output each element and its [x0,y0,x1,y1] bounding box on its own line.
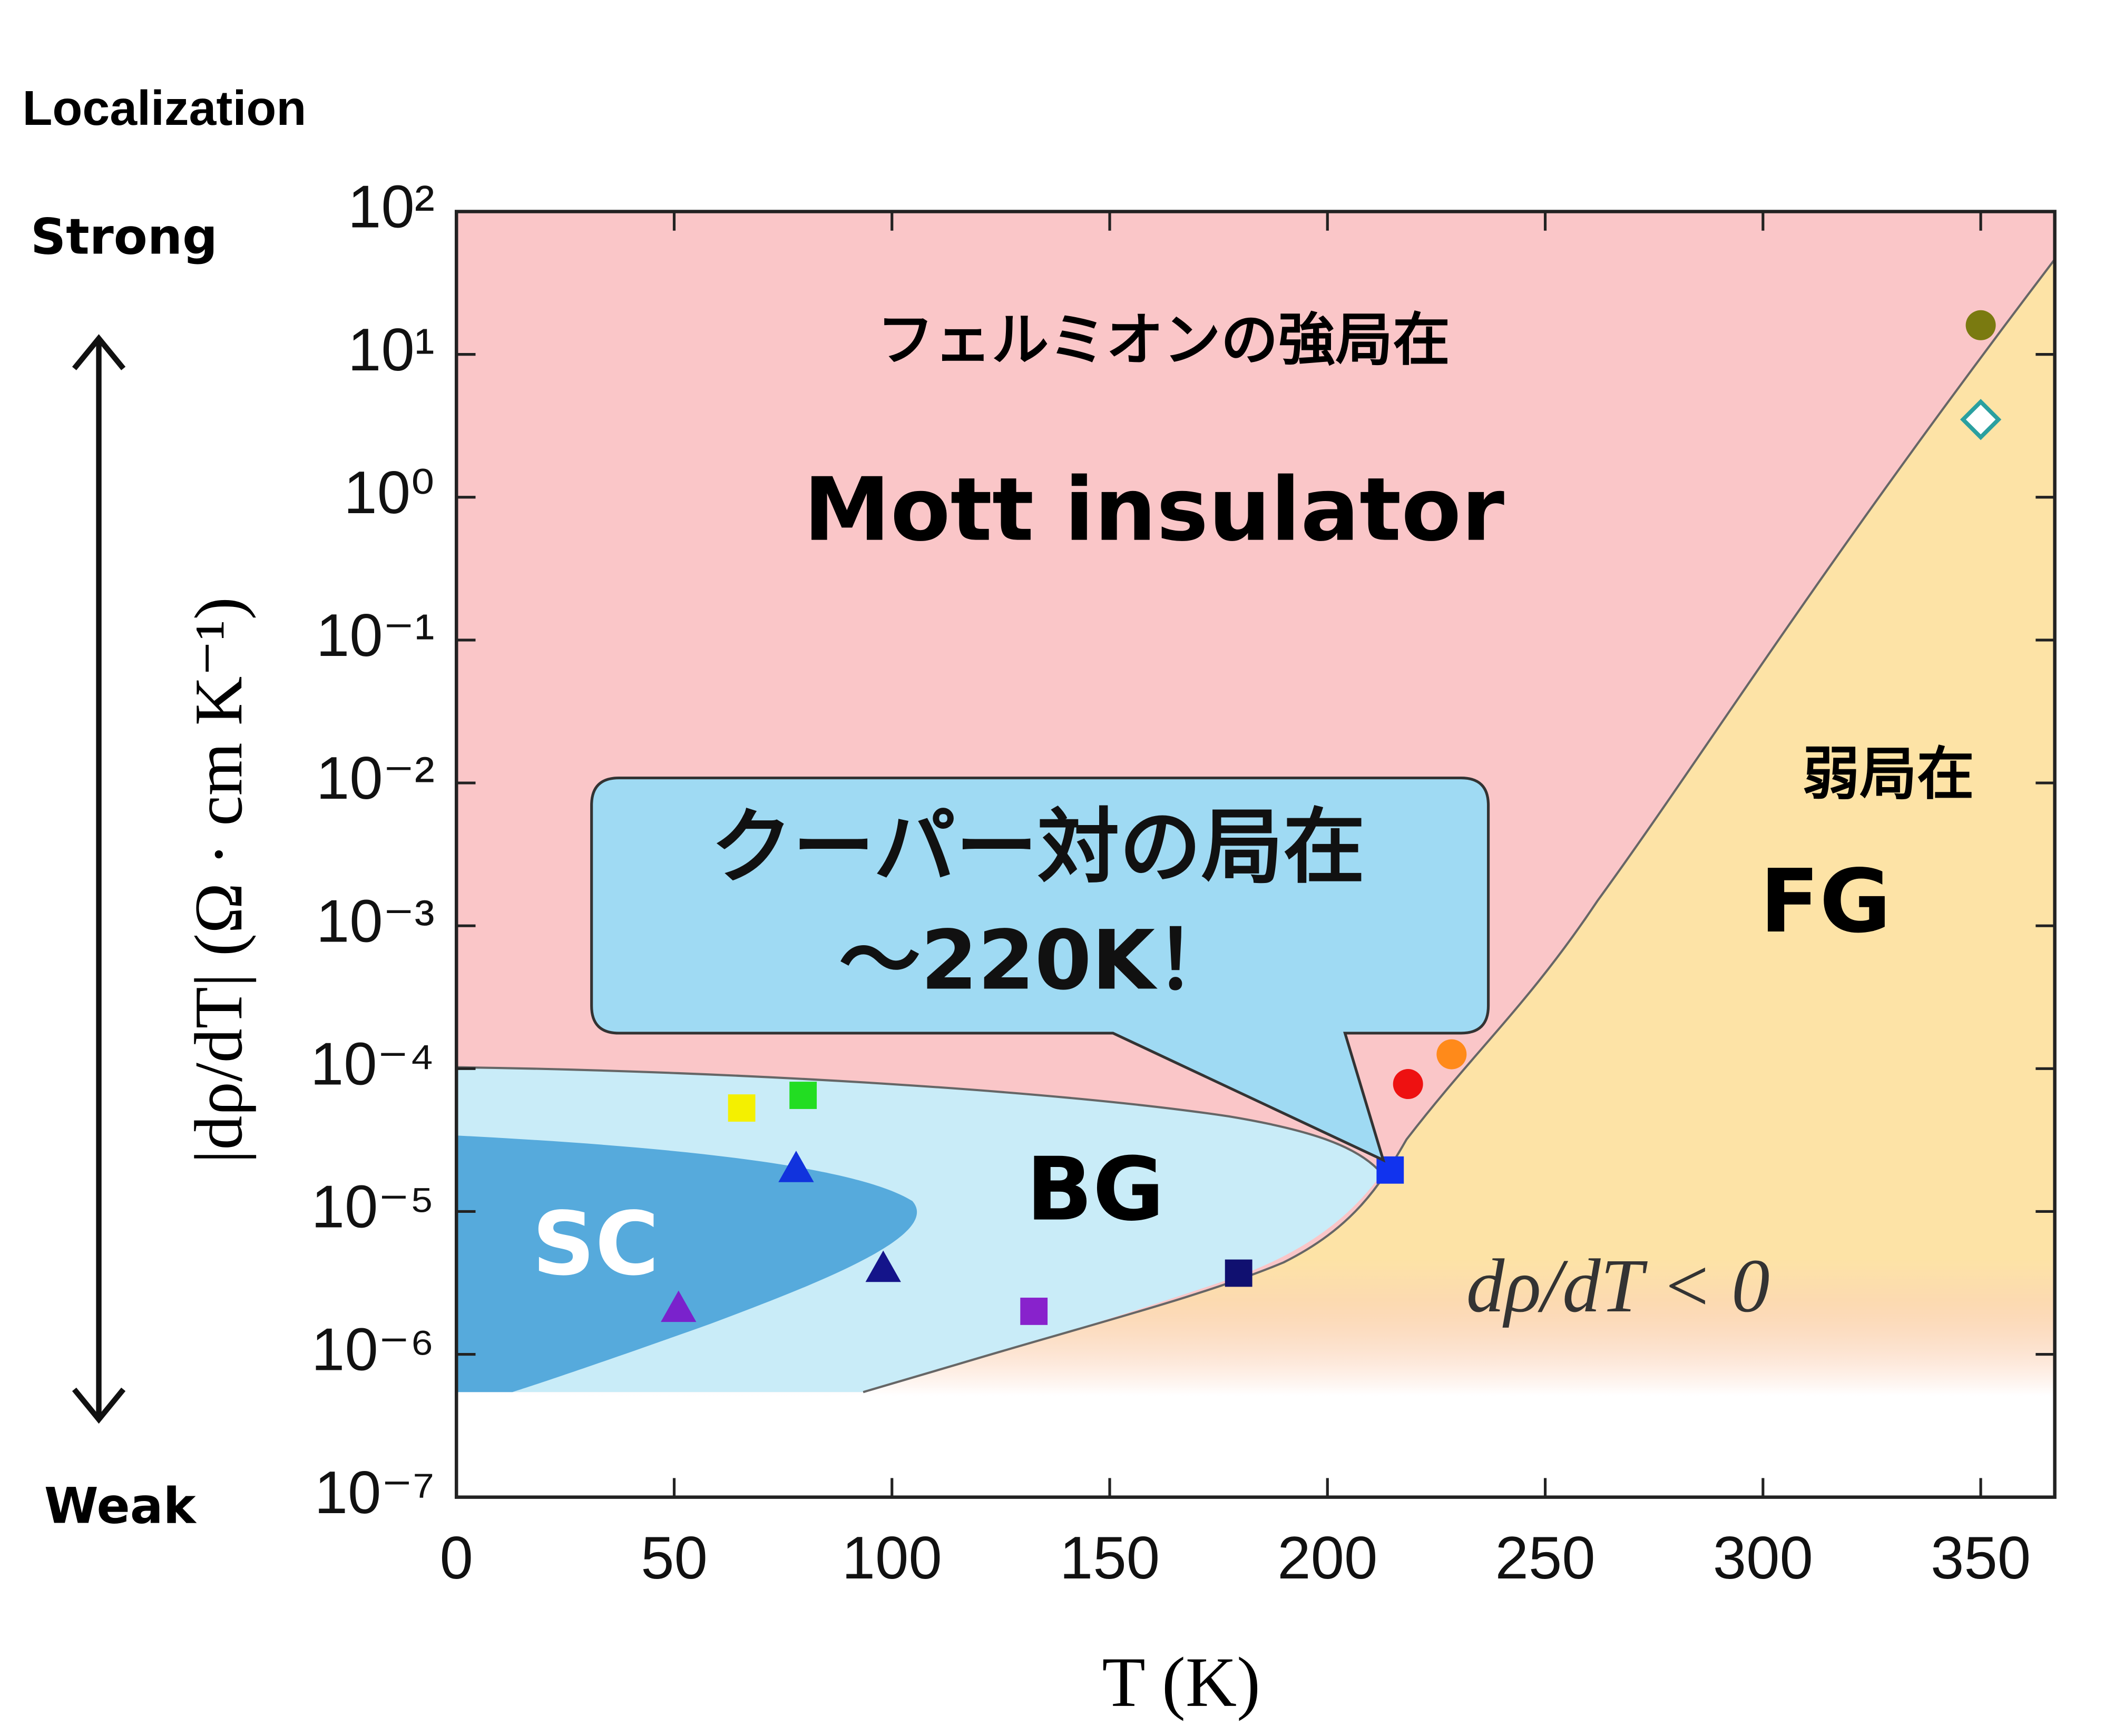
annotation: Mott insulator [804,459,1504,561]
x-axis-label: T (K) [1102,1643,1260,1722]
annotation: Strong [31,208,218,265]
y-axis-label: |dρ/dT| (Ω · cm K⁻¹) [181,597,257,1163]
point [1960,399,2002,440]
x-tick-label: 150 [1060,1525,1160,1592]
point [1225,1259,1252,1287]
callout-text: クーパー対の局在 [711,799,1365,895]
points [661,310,2002,1325]
y-tick-label: 10⁻⁵ [311,1174,435,1241]
y-tick-label: 10⁻⁷ [315,1459,435,1526]
y-tick-label: 10⁻⁶ [311,1317,435,1384]
bg-boundary [456,1066,1383,1175]
x-tick-label: 350 [1931,1525,2031,1592]
arrow [72,334,126,1424]
x-tick-label: 250 [1495,1525,1595,1592]
fg-boundary [863,258,2056,1394]
y-tick-label: 10⁻¹ [316,602,435,669]
annotation: BG [1026,1139,1164,1241]
annotation: dρ/dT < 0 [1466,1244,1770,1328]
point [661,1290,697,1322]
y-tick-label: 10² [348,174,435,241]
x-tick-label: 100 [842,1525,942,1592]
y-tick-label: 10⁰ [344,459,434,526]
point [789,1082,817,1109]
annotation: SC [532,1193,659,1295]
annotation: フェルミオンの強局在 [877,307,1450,374]
annotation: FG [1760,851,1891,953]
sc-region [456,1135,917,1392]
callout: クーパー対の局在 ～220K！ [590,776,1490,1163]
x-tick-label: 0 [440,1525,473,1592]
axes: 0 50 100 150 200 250 300 350 10⁻⁷ 10⁻⁶ 10⁻⁵ 10⁻⁴ 10⁻… [310,174,2055,1592]
point [778,1151,814,1182]
y-tick-label: 10¹ [348,317,435,384]
x-tick-label: 200 [1277,1525,1377,1592]
point [728,1094,756,1122]
y-tick-label: 10⁻³ [316,888,435,955]
x-tick-label: 300 [1713,1525,1813,1592]
point [1965,310,1996,340]
annotation: 弱局在 [1802,740,1974,807]
annotation: Localization [22,81,306,135]
plot-frame [454,210,2057,1499]
y-tick-label: 10⁻² [316,745,435,812]
callout-text: ～220K！ [839,913,1237,1008]
x-tick-label: 50 [641,1525,708,1592]
annotation: Weak [44,1477,197,1534]
callout-box [590,776,1490,1163]
point [865,1250,901,1282]
point [1376,1156,1404,1184]
point [1020,1298,1048,1325]
y-tick-label: 10⁻⁴ [310,1031,435,1097]
point [1393,1069,1423,1100]
point [1436,1039,1467,1070]
fg-region [863,259,2055,1395]
